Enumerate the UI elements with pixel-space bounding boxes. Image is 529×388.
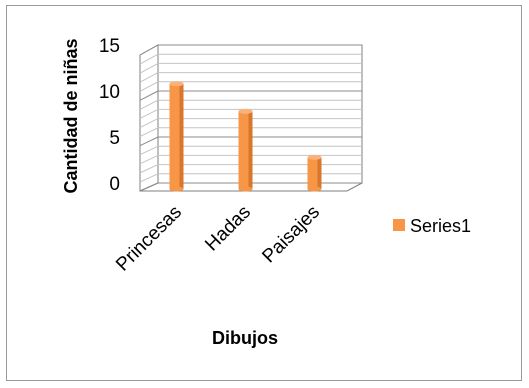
bar-top xyxy=(169,81,184,87)
bars xyxy=(169,81,322,192)
y-tick-label: 0 xyxy=(109,174,120,195)
bar-hadas xyxy=(238,108,253,192)
gridline-side xyxy=(139,72,159,83)
gridline-side xyxy=(139,136,159,147)
y-tick-label: 15 xyxy=(99,36,120,57)
x-axis-title: Dibujos xyxy=(212,328,278,348)
bar-shade xyxy=(317,157,322,189)
bar-base xyxy=(307,186,322,192)
bar-base xyxy=(238,186,253,192)
x-category-labels: Princesas Hadas Paisajes xyxy=(112,202,324,276)
gridline-side xyxy=(139,62,159,74)
gridline-side xyxy=(139,81,159,92)
gridline-side xyxy=(139,44,159,56)
bar-shade xyxy=(248,111,253,189)
gridline-side xyxy=(139,99,159,110)
gridlines xyxy=(139,44,362,192)
bar-paisajes xyxy=(307,154,322,192)
gridline-side xyxy=(139,108,159,119)
y-tick-label: 10 xyxy=(99,82,120,103)
back-wall xyxy=(157,44,363,184)
bar-princesas xyxy=(169,81,184,192)
bar-top xyxy=(307,154,322,160)
gridline-side xyxy=(139,53,159,65)
gridline-side xyxy=(139,173,159,183)
gridline-side xyxy=(139,90,159,101)
gridline-side xyxy=(139,154,159,165)
x-category-label: Princesas xyxy=(112,202,186,276)
x-category-label: Paisajes xyxy=(258,202,324,268)
bar-base xyxy=(169,186,184,192)
gridline-side xyxy=(139,164,159,174)
gridline-side xyxy=(139,145,159,156)
gridline-side xyxy=(139,182,159,192)
bar-top xyxy=(238,108,253,114)
gridline-side xyxy=(139,127,159,138)
bar-shade xyxy=(179,83,184,189)
y-tick-labels: 0 5 10 15 xyxy=(99,36,120,195)
x-category-label: Hadas xyxy=(201,202,255,256)
legend-label-series1: Series1 xyxy=(410,216,471,236)
y-axis-title: Cantidad de niñas xyxy=(61,38,81,193)
legend: Series1 xyxy=(393,216,471,236)
y-tick-label: 5 xyxy=(109,128,120,149)
legend-swatch-series1 xyxy=(393,219,405,231)
gridline-side xyxy=(139,118,159,128)
